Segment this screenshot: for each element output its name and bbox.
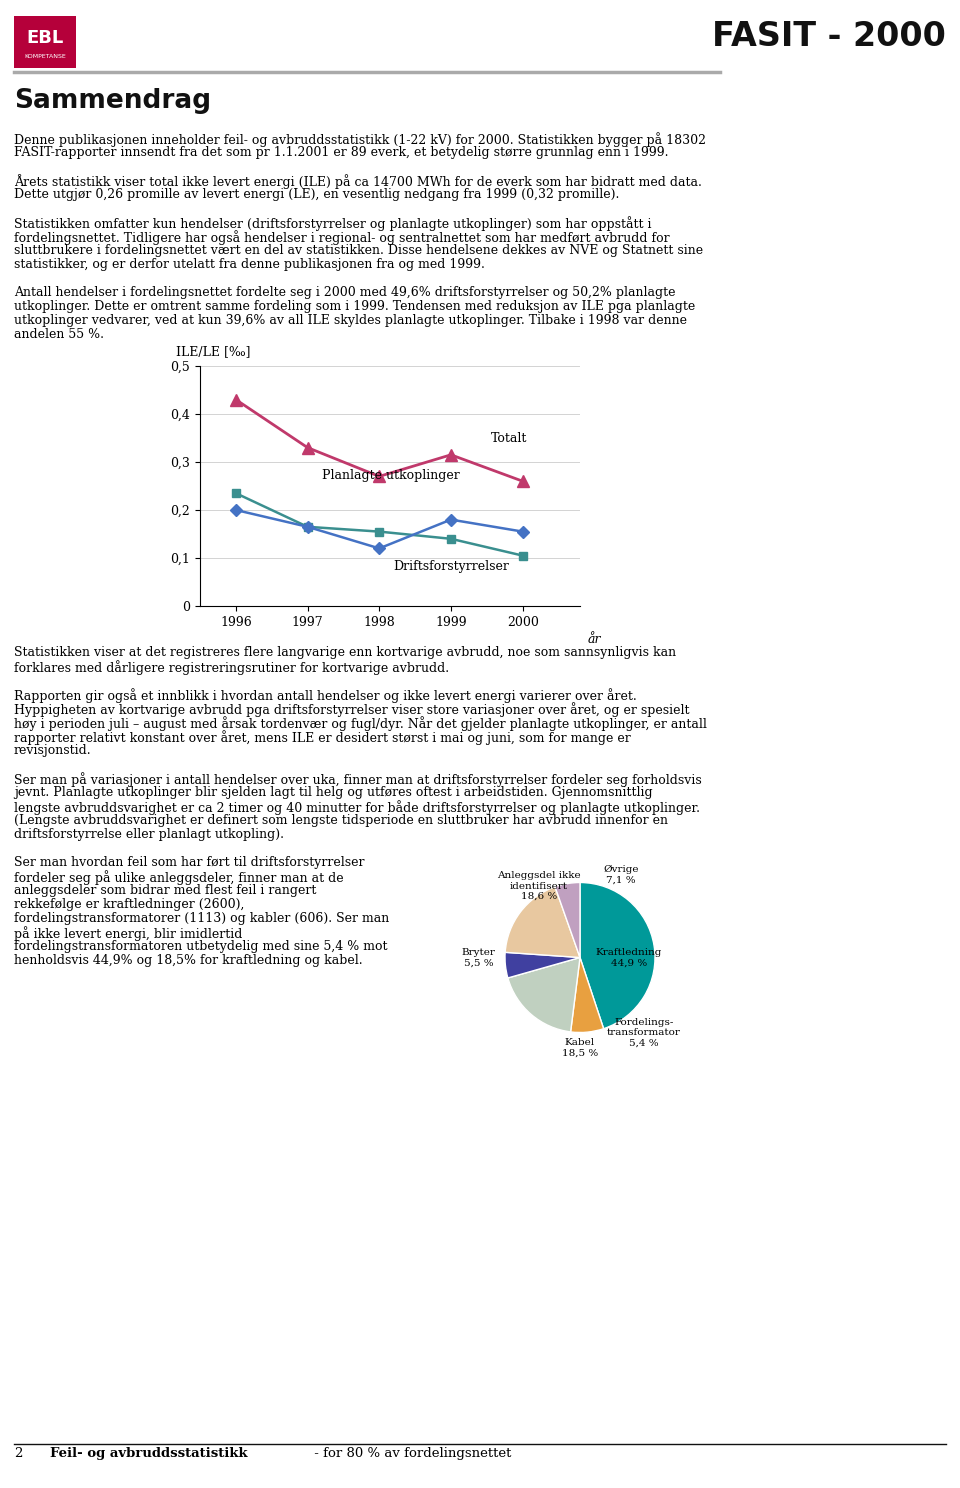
- Text: anleggsdeler som bidrar med flest feil i rangert: anleggsdeler som bidrar med flest feil i…: [14, 884, 317, 897]
- Text: driftsforstyrrelse eller planlagt utkopling).: driftsforstyrrelse eller planlagt utkopl…: [14, 827, 284, 841]
- Text: Bryter
5,5 %: Bryter 5,5 %: [462, 948, 495, 967]
- Wedge shape: [555, 882, 580, 957]
- Text: rekkefølge er kraftledninger (2600),: rekkefølge er kraftledninger (2600),: [14, 897, 245, 911]
- Text: Planlagte utkoplinger: Planlagte utkoplinger: [322, 469, 460, 482]
- Wedge shape: [505, 952, 580, 978]
- Text: Dette utgjør 0,26 promille av levert energi (LE), en vesentlig nedgang fra 1999 : Dette utgjør 0,26 promille av levert ene…: [14, 187, 619, 201]
- Text: lengste avbruddsvarighet er ca 2 timer og 40 minutter for både driftsforstyrrels: lengste avbruddsvarighet er ca 2 timer o…: [14, 801, 700, 815]
- Text: henholdsvis 44,9% og 18,5% for kraftledning og kabel.: henholdsvis 44,9% og 18,5% for kraftledn…: [14, 954, 363, 967]
- Text: revisjonstid.: revisjonstid.: [14, 744, 91, 757]
- Text: Statistikken omfatter kun hendelser (driftsforstyrrelser og planlagte utkoplinge: Statistikken omfatter kun hendelser (dri…: [14, 216, 652, 231]
- Text: Anleggsdel ikke
identifisert
18,6 %: Anleggsdel ikke identifisert 18,6 %: [497, 872, 581, 902]
- Text: Ser man på variasjoner i antall hendelser over uka, finner man at driftsforstyrr: Ser man på variasjoner i antall hendelse…: [14, 772, 702, 787]
- FancyBboxPatch shape: [14, 16, 76, 68]
- Text: på ikke levert energi, blir imidlertid: på ikke levert energi, blir imidlertid: [14, 926, 242, 940]
- Text: Driftsforstyrrelser: Driftsforstyrrelser: [394, 561, 510, 573]
- Text: Totalt: Totalt: [491, 432, 527, 445]
- Text: Sammendrag: Sammendrag: [14, 88, 211, 115]
- Text: Rapporten gir også et innblikk i hvordan antall hendelser og ikke levert energi : Rapporten gir også et innblikk i hvordan…: [14, 687, 636, 702]
- Text: fordelingsnettet. Tidligere har også hendelser i regional- og sentralnettet som : fordelingsnettet. Tidligere har også hen…: [14, 231, 670, 246]
- Text: (Lengste avbruddsvarighet er definert som lengste tidsperiode en sluttbruker har: (Lengste avbruddsvarighet er definert so…: [14, 814, 668, 827]
- Text: 2: 2: [14, 1446, 22, 1460]
- Text: Antall hendelser i fordelingsnettet fordelte seg i 2000 med 49,6% driftsforstyrr: Antall hendelser i fordelingsnettet ford…: [14, 286, 676, 299]
- Text: FASIT - 2000: FASIT - 2000: [712, 19, 946, 52]
- Text: jevnt. Planlagte utkoplinger blir sjelden lagt til helg og utføres oftest i arbe: jevnt. Planlagte utkoplinger blir sjelde…: [14, 786, 653, 799]
- Wedge shape: [505, 887, 580, 957]
- Text: KOMPETANSE: KOMPETANSE: [24, 54, 66, 58]
- Text: statistikker, og er derfor utelatt fra denne publikasjonen fra og med 1999.: statistikker, og er derfor utelatt fra d…: [14, 257, 485, 271]
- Text: år: år: [588, 632, 601, 646]
- Text: Fordelings-
transformator
5,4 %: Fordelings- transformator 5,4 %: [607, 1018, 681, 1048]
- Text: Statistikken viser at det registreres flere langvarige enn kortvarige avbrudd, n: Statistikken viser at det registreres fl…: [14, 646, 676, 659]
- Text: utkoplinger. Dette er omtrent samme fordeling som i 1999. Tendensen med reduksjo: utkoplinger. Dette er omtrent samme ford…: [14, 301, 695, 312]
- Text: Hyppigheten av kortvarige avbrudd pga driftsforstyrrelser viser store variasjone: Hyppigheten av kortvarige avbrudd pga dr…: [14, 702, 689, 717]
- Text: Øvrige
7,1 %: Øvrige 7,1 %: [604, 865, 639, 885]
- Wedge shape: [570, 957, 604, 1033]
- Text: Årets statistikk viser total ikke levert energi (ILE) på ca 14700 MWh for de eve: Årets statistikk viser total ikke levert…: [14, 174, 702, 189]
- Text: rapporter relativt konstant over året, mens ILE er desidert størst i mai og juni: rapporter relativt konstant over året, m…: [14, 731, 631, 745]
- Text: - for 80 % av fordelingsnettet: - for 80 % av fordelingsnettet: [310, 1446, 512, 1460]
- Text: andelen 55 %.: andelen 55 %.: [14, 327, 104, 341]
- Text: høy i perioden juli – august med årsak tordenvær og fugl/dyr. Når det gjelder pl: høy i perioden juli – august med årsak t…: [14, 716, 707, 731]
- Text: Kabel
18,5 %: Kabel 18,5 %: [562, 1037, 598, 1056]
- Text: Kraftledning
44,9 %: Kraftledning 44,9 %: [595, 948, 662, 967]
- Text: EBL: EBL: [26, 28, 63, 48]
- Text: fordelingstransformatoren utbetydelig med sine 5,4 % mot: fordelingstransformatoren utbetydelig me…: [14, 940, 388, 952]
- Text: Ser man hvordan feil som har ført til driftsforstyrrelser: Ser man hvordan feil som har ført til dr…: [14, 856, 365, 869]
- Text: Denne publikasjonen inneholder feil- og avbruddsstatistikk (1-22 kV) for 2000. S: Denne publikasjonen inneholder feil- og …: [14, 132, 706, 147]
- Text: sluttbrukere i fordelingsnettet vært en del av statistikken. Disse hendelsene de: sluttbrukere i fordelingsnettet vært en …: [14, 244, 703, 257]
- Text: fordelingstransformatorer (1113) og kabler (606). Ser man: fordelingstransformatorer (1113) og kabl…: [14, 912, 389, 926]
- Text: utkoplinger vedvarer, ved at kun 39,6% av all ILE skyldes planlagte utkoplinger.: utkoplinger vedvarer, ved at kun 39,6% a…: [14, 314, 687, 327]
- Text: fordeler seg på ulike anleggsdeler, finner man at de: fordeler seg på ulike anleggsdeler, finn…: [14, 870, 344, 885]
- Text: FASIT-rapporter innsendt fra det som pr 1.1.2001 er 89 everk, et betydelig størr: FASIT-rapporter innsendt fra det som pr …: [14, 146, 668, 159]
- Text: Feil- og avbruddsstatistikk: Feil- og avbruddsstatistikk: [50, 1446, 248, 1460]
- Wedge shape: [508, 957, 580, 1031]
- Wedge shape: [580, 882, 655, 1028]
- Text: ILE/LE [‰]: ILE/LE [‰]: [176, 345, 251, 359]
- Text: forklares med dårligere registreringsrutiner for kortvarige avbrudd.: forklares med dårligere registreringsrut…: [14, 661, 449, 676]
